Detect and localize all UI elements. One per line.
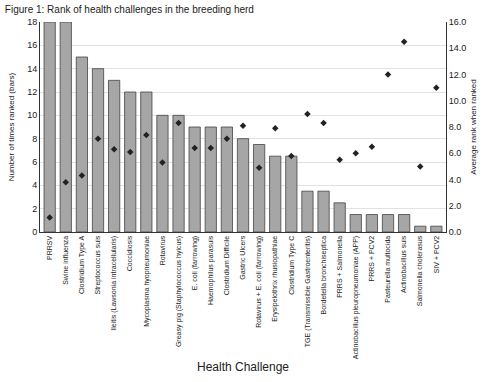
svg-text:Clostridium Type A: Clostridium Type A bbox=[78, 235, 86, 294]
svg-text:8.0: 8.0 bbox=[449, 122, 462, 132]
svg-text:Haemophilus parasuis: Haemophilus parasuis bbox=[207, 235, 215, 305]
svg-text:0.0: 0.0 bbox=[449, 227, 462, 237]
svg-text:Ileitis (Lawsonia intracellula: Ileitis (Lawsonia intracellularis) bbox=[110, 236, 118, 331]
svg-text:Health Challenge: Health Challenge bbox=[197, 360, 289, 374]
svg-text:16: 16 bbox=[27, 40, 37, 50]
svg-text:10.0: 10.0 bbox=[449, 96, 467, 106]
svg-text:TGE (Transmissible Gastroenter: TGE (Transmissible Gastroenteritis) bbox=[304, 236, 312, 347]
svg-text:10: 10 bbox=[27, 110, 37, 120]
svg-text:12: 12 bbox=[27, 87, 37, 97]
svg-text:4: 4 bbox=[32, 180, 37, 190]
svg-text:Greasy pig (Staphylococcus hyi: Greasy pig (Staphylococcus hyicus) bbox=[175, 236, 183, 347]
svg-text:Mycoplasma hyopneumoniae: Mycoplasma hyopneumoniae bbox=[143, 236, 151, 327]
svg-text:2: 2 bbox=[32, 204, 37, 214]
svg-text:PRRS + PCV2: PRRS + PCV2 bbox=[368, 236, 375, 282]
svg-text:6.0: 6.0 bbox=[449, 148, 462, 158]
svg-text:Pasteurella multocida: Pasteurella multocida bbox=[384, 236, 391, 303]
svg-text:2.0: 2.0 bbox=[449, 201, 462, 211]
svg-text:Bordetella bronchiseptica: Bordetella bronchiseptica bbox=[320, 236, 328, 315]
svg-text:Number of times ranked (bars): Number of times ranked (bars) bbox=[7, 72, 16, 181]
svg-text:Rotavirus: Rotavirus bbox=[159, 235, 166, 265]
svg-text:Swine influenza: Swine influenza bbox=[62, 236, 69, 285]
svg-text:SIV + PCV2: SIV + PCV2 bbox=[433, 236, 440, 274]
svg-text:Erysipelothrix rhusiopathiae: Erysipelothrix rhusiopathiae bbox=[271, 236, 279, 322]
svg-text:Rotavirus + E. coli (farrowing: Rotavirus + E. coli (farrowing) bbox=[255, 236, 263, 328]
svg-text:Gastric Ulcers: Gastric Ulcers bbox=[239, 235, 246, 279]
svg-text:Actinobacillus pleuropneumonia: Actinobacillus pleuropneumoniae (APP) bbox=[352, 236, 360, 359]
svg-text:E. coli (farrowing): E. coli (farrowing) bbox=[191, 236, 199, 290]
svg-text:Figure 1: Rank of health chall: Figure 1: Rank of health challenges in t… bbox=[5, 4, 254, 15]
svg-text:Clostridium Type C: Clostridium Type C bbox=[288, 236, 296, 295]
svg-text:PRRS + Salmonella: PRRS + Salmonella bbox=[336, 236, 343, 298]
svg-text:8: 8 bbox=[32, 134, 37, 144]
svg-text:PRRSV: PRRSV bbox=[46, 235, 53, 259]
svg-text:0: 0 bbox=[32, 227, 37, 237]
svg-text:18: 18 bbox=[27, 17, 37, 27]
svg-text:16.0: 16.0 bbox=[449, 17, 467, 27]
svg-text:Coccidiosis: Coccidiosis bbox=[126, 235, 133, 271]
svg-text:6: 6 bbox=[32, 157, 37, 167]
svg-text:12.0: 12.0 bbox=[449, 70, 467, 80]
svg-text:Average rank when ranked: Average rank when ranked bbox=[469, 79, 478, 174]
svg-text:4.0: 4.0 bbox=[449, 175, 462, 185]
svg-text:14: 14 bbox=[27, 64, 37, 74]
svg-text:14.0: 14.0 bbox=[449, 43, 467, 53]
svg-text:Salmonella cholerasus: Salmonella cholerasus bbox=[416, 235, 423, 306]
svg-text:Clostridium Difficile: Clostridium Difficile bbox=[223, 236, 230, 295]
svg-text:Actinobacillus suis: Actinobacillus suis bbox=[400, 235, 407, 293]
svg-text:Streptococcus suis: Streptococcus suis bbox=[94, 235, 102, 294]
